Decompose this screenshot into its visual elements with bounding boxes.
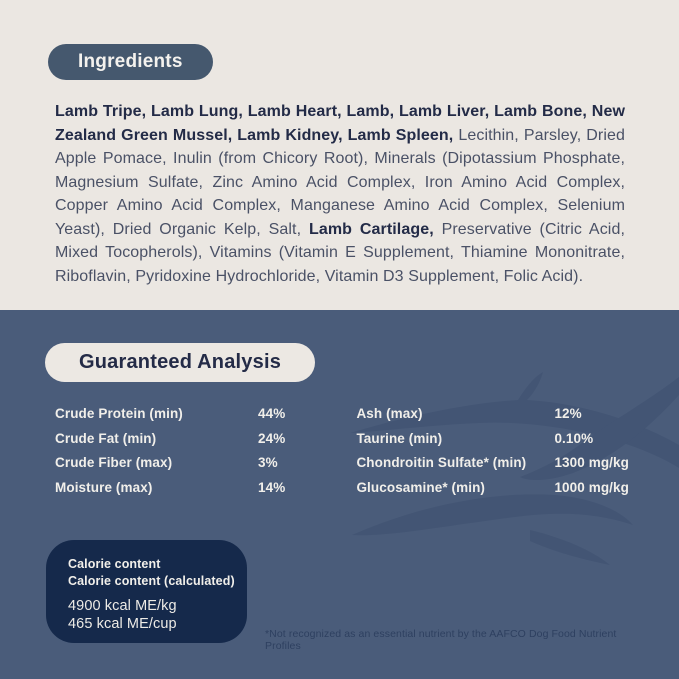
analysis-table: Crude Protein (min) 44% Crude Fat (min) … [55, 406, 630, 505]
calorie-kcal-per-cup: 465 kcal ME/cup [68, 616, 177, 632]
calorie-kcal-per-kg: 4900 kcal ME/kg [68, 598, 177, 614]
ingredients-bold-mid: Lamb Cartilage, [308, 220, 434, 238]
table-row: Ash (max) 12% [356, 406, 630, 431]
table-row: Crude Fat (min) 24% [55, 431, 353, 456]
table-row: Moisture (max) 14% [55, 480, 353, 505]
analysis-value: 1300 mg/kg [554, 455, 629, 471]
table-row: Glucosamine* (min) 1000 mg/kg [356, 480, 630, 505]
analysis-label: Taurine (min) [356, 430, 443, 446]
analysis-value: 24% [258, 430, 286, 446]
analysis-value: 3% [258, 455, 278, 471]
ingredients-regular-mid: Lecithin, Parsley, Dried Apple Pomace, I… [55, 126, 625, 238]
calorie-content-calculated-label: Calorie content (calculated) [68, 574, 235, 588]
ingredients-title: Ingredients [78, 51, 183, 72]
ingredients-paragraph: Lamb Tripe, Lamb Lung, Lamb Heart, Lamb,… [55, 100, 625, 288]
analysis-value: 1000 mg/kg [554, 480, 629, 496]
analysis-value: 14% [258, 480, 286, 496]
analysis-label: Ash (max) [356, 406, 423, 421]
ingredients-section: Ingredients Lamb Tripe, Lamb Lung, Lamb … [0, 0, 679, 310]
analysis-value: 44% [258, 406, 286, 421]
guaranteed-analysis-header-pill: Guaranteed Analysis [45, 343, 316, 382]
table-row: Chondroitin Sulfate* (min) 1300 mg/kg [356, 455, 630, 480]
analysis-value: 12% [554, 406, 582, 421]
table-row: Crude Fiber (max) 3% [55, 455, 353, 480]
ingredients-regular-end: Preservative (Citric Acid, Mixed Tocophe… [55, 220, 625, 285]
calorie-content-box: Calorie content Calorie content (calcula… [46, 540, 247, 643]
analysis-label: Crude Fiber (max) [55, 455, 173, 471]
analysis-label: Chondroitin Sulfate* (min) [356, 455, 527, 471]
aafco-footnote: *Not recognized as an essential nutrient… [265, 628, 617, 652]
analysis-value: 0.10% [554, 430, 594, 446]
analysis-label: Crude Protein (min) [55, 406, 183, 421]
analysis-label: Crude Fat (min) [55, 430, 157, 446]
table-row: Crude Protein (min) 44% [55, 406, 353, 431]
table-row: Taurine (min) 0.10% [356, 431, 630, 456]
ingredients-header-pill: Ingredients [48, 44, 213, 80]
guaranteed-analysis-title: Guaranteed Analysis [79, 351, 282, 373]
guaranteed-analysis-section: Guaranteed Analysis Crude Protein (min) … [0, 310, 679, 679]
analysis-label: Glucosamine* (min) [356, 480, 486, 496]
analysis-left-column: Crude Protein (min) 44% Crude Fat (min) … [55, 406, 353, 505]
calorie-content-label: Calorie content [68, 557, 161, 571]
analysis-label: Moisture (max) [55, 480, 153, 496]
ingredients-bold-start: Lamb Tripe, Lamb Lung, Lamb Heart, Lamb,… [55, 103, 625, 144]
analysis-right-column: Ash (max) 12% Taurine (min) 0.10% Chondr… [356, 406, 630, 505]
